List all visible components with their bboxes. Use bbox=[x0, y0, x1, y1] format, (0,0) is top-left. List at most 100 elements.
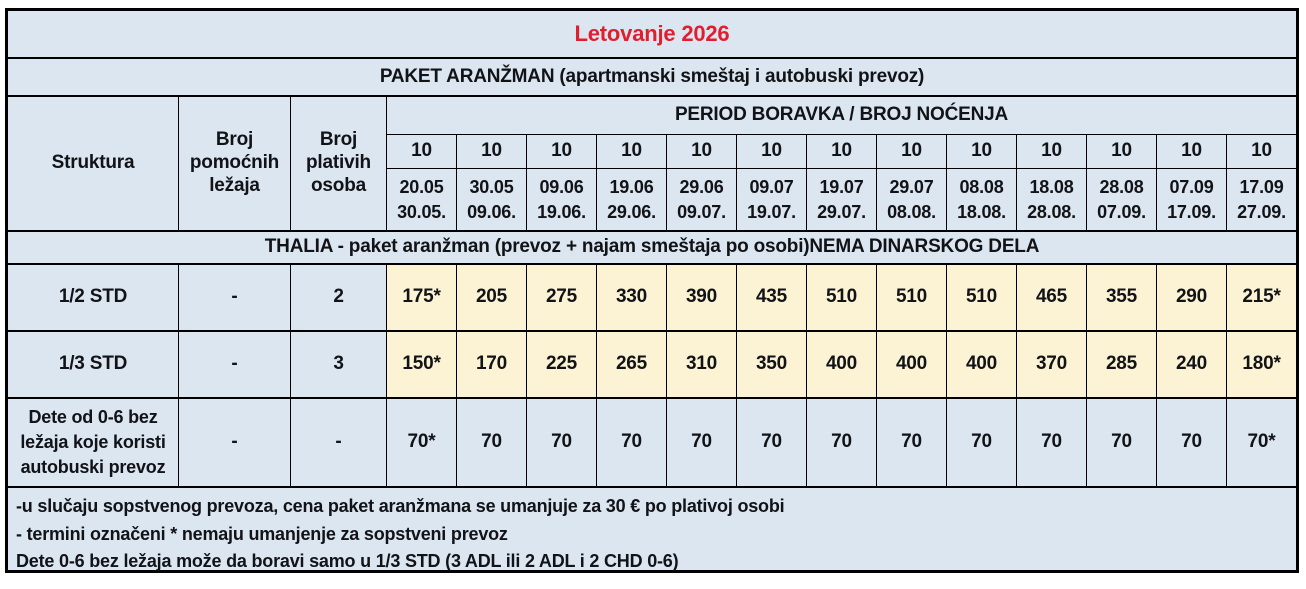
date-range-cell: 29.07 08.08. bbox=[876, 168, 946, 230]
payable-cell: - bbox=[290, 397, 386, 486]
price-cell: 285 bbox=[1086, 330, 1156, 397]
nights-cell: 10 bbox=[386, 134, 456, 168]
nights-cell: 10 bbox=[876, 134, 946, 168]
payable-cell: 2 bbox=[290, 263, 386, 330]
row-label: 1/3 STD bbox=[8, 330, 178, 397]
date-to: 19.07. bbox=[747, 201, 796, 222]
price-cell: 70* bbox=[386, 397, 456, 486]
date-to: 09.06. bbox=[467, 201, 516, 222]
date-from: 08.08 bbox=[959, 177, 1004, 198]
price-cell: 180* bbox=[1226, 330, 1296, 397]
date-range-cell: 29.06 09.07. bbox=[666, 168, 736, 230]
nights-cell: 10 bbox=[1156, 134, 1226, 168]
price-cell: 310 bbox=[666, 330, 736, 397]
nights-cell: 10 bbox=[526, 134, 596, 168]
price-cell: 70 bbox=[946, 397, 1016, 486]
price-cell: 290 bbox=[1156, 263, 1226, 330]
nights-cell: 10 bbox=[1226, 134, 1296, 168]
note-asterisk-terms: - termini označeni * nemaju umanjenje za… bbox=[16, 523, 508, 544]
price-cell: 70* bbox=[1226, 397, 1296, 486]
price-cell: 70 bbox=[666, 397, 736, 486]
aux-beds-cell: - bbox=[178, 263, 290, 330]
payable-cell: 3 bbox=[290, 330, 386, 397]
price-cell: 170 bbox=[456, 330, 526, 397]
row-label: Dete od 0-6 bez ležaja koje koristi auto… bbox=[8, 397, 178, 486]
note-own-transport: -u slučaju sopstvenog prevoza, cena pake… bbox=[16, 496, 785, 516]
date-range-cell: 08.08 18.08. bbox=[946, 168, 1016, 230]
date-to: 30.05. bbox=[397, 201, 446, 222]
price-cell: 70 bbox=[526, 397, 596, 486]
date-range-cell: 30.05 09.06. bbox=[456, 168, 526, 230]
nights-cell: 10 bbox=[1086, 134, 1156, 168]
price-cell: 70 bbox=[1156, 397, 1226, 486]
price-cell: 70 bbox=[736, 397, 806, 486]
price-cell: 225 bbox=[526, 330, 596, 397]
date-from: 18.08 bbox=[1029, 177, 1074, 198]
price-cell: 70 bbox=[596, 397, 666, 486]
date-range-cell: 18.08 28.08. bbox=[1016, 168, 1086, 230]
date-range-cell: 20.05 30.05. bbox=[386, 168, 456, 230]
date-from: 19.06 bbox=[609, 177, 654, 198]
price-cell: 510 bbox=[876, 263, 946, 330]
date-to: 17.09. bbox=[1167, 201, 1216, 222]
date-from: 09.06 bbox=[539, 177, 584, 198]
col-header-broj-pomocnih: Broj pomoćnih ležaja bbox=[178, 95, 290, 230]
date-from: 29.07 bbox=[889, 177, 934, 198]
date-range-cell: 09.06 19.06. bbox=[526, 168, 596, 230]
price-cell: 465 bbox=[1016, 263, 1086, 330]
col-header-broj-plativih: Broj plativih osoba bbox=[290, 95, 386, 230]
price-cell: 400 bbox=[876, 330, 946, 397]
price-cell: 70 bbox=[876, 397, 946, 486]
date-from: 07.09 bbox=[1169, 177, 1214, 198]
price-cell: 150* bbox=[386, 330, 456, 397]
row-label: 1/2 STD bbox=[8, 263, 178, 330]
col-header-struktura: Struktura bbox=[8, 95, 178, 230]
date-to: 19.06. bbox=[537, 201, 586, 222]
note-child-occupancy: Dete 0-6 bez ležaja može da boravi samo … bbox=[16, 551, 679, 572]
date-range-cell: 19.07 29.07. bbox=[806, 168, 876, 230]
date-to: 08.08. bbox=[887, 201, 936, 222]
price-cell: 510 bbox=[946, 263, 1016, 330]
nights-cell: 10 bbox=[806, 134, 876, 168]
price-cell: 390 bbox=[666, 263, 736, 330]
date-to: 18.08. bbox=[957, 201, 1006, 222]
nights-cell: 10 bbox=[946, 134, 1016, 168]
aux-beds-cell: - bbox=[178, 330, 290, 397]
date-range-cell: 19.06 29.06. bbox=[596, 168, 666, 230]
price-cell: 330 bbox=[596, 263, 666, 330]
date-from: 30.05 bbox=[469, 177, 514, 198]
nights-cell: 10 bbox=[456, 134, 526, 168]
date-to: 27.09. bbox=[1237, 201, 1286, 222]
date-from: 28.08 bbox=[1099, 177, 1144, 198]
price-cell: 265 bbox=[596, 330, 666, 397]
date-range-cell: 28.08 07.09. bbox=[1086, 168, 1156, 230]
date-from: 29.06 bbox=[679, 177, 724, 198]
footer-notes: -u slučaju sopstvenog prevoza, cena pake… bbox=[8, 486, 1296, 571]
date-range-cell: 07.09 17.09. bbox=[1156, 168, 1226, 230]
price-cell: 370 bbox=[1016, 330, 1086, 397]
price-cell: 70 bbox=[1086, 397, 1156, 486]
date-range-cell: 09.07 19.07. bbox=[736, 168, 806, 230]
nights-cell: 10 bbox=[596, 134, 666, 168]
package-subtitle: PAKET ARANŽMAN (apartmanski smeštaj i au… bbox=[8, 57, 1296, 95]
date-to: 28.08. bbox=[1027, 201, 1076, 222]
date-from: 09.07 bbox=[749, 177, 794, 198]
nights-cell: 10 bbox=[1016, 134, 1086, 168]
price-cell: 400 bbox=[946, 330, 1016, 397]
nights-cell: 10 bbox=[736, 134, 806, 168]
date-to: 07.09. bbox=[1097, 201, 1146, 222]
pricing-table: Letovanje 2026 PAKET ARANŽMAN (apartmans… bbox=[5, 8, 1299, 573]
price-cell: 205 bbox=[456, 263, 526, 330]
price-cell: 435 bbox=[736, 263, 806, 330]
price-cell: 70 bbox=[456, 397, 526, 486]
col-header-period: PERIOD BORAVKA / BROJ NOĆENJA bbox=[386, 95, 1296, 134]
nights-cell: 10 bbox=[666, 134, 736, 168]
aux-beds-cell: - bbox=[178, 397, 290, 486]
date-to: 29.06. bbox=[607, 201, 656, 222]
price-cell: 70 bbox=[1016, 397, 1086, 486]
price-cell: 400 bbox=[806, 330, 876, 397]
date-range-cell: 17.09 27.09. bbox=[1226, 168, 1296, 230]
date-to: 09.07. bbox=[677, 201, 726, 222]
price-cell: 510 bbox=[806, 263, 876, 330]
date-from: 20.05 bbox=[399, 177, 444, 198]
